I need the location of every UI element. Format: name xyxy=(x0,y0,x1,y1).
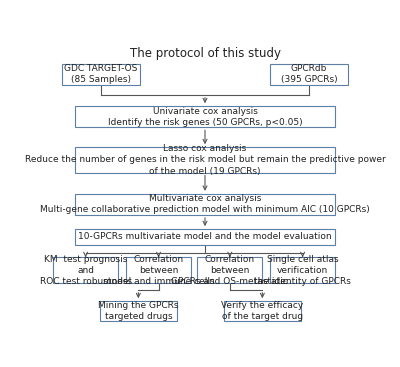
FancyBboxPatch shape xyxy=(75,147,335,172)
FancyBboxPatch shape xyxy=(62,64,140,85)
FancyBboxPatch shape xyxy=(270,257,335,283)
Text: GDC TARGET-OS
(85 Samples): GDC TARGET-OS (85 Samples) xyxy=(64,64,138,84)
FancyBboxPatch shape xyxy=(270,64,348,85)
Text: Correlation
between
GPCRs and OS-metastatic: Correlation between GPCRs and OS-metasta… xyxy=(172,254,288,286)
Text: GPCRdb
(395 GPCRs): GPCRdb (395 GPCRs) xyxy=(280,64,337,84)
Text: Mining the GPCRs
targeted drugs: Mining the GPCRs targeted drugs xyxy=(98,301,179,321)
Text: Multivariate cox analysis
Multi-gene collaborative prediction model with minimum: Multivariate cox analysis Multi-gene col… xyxy=(40,195,370,214)
FancyBboxPatch shape xyxy=(126,257,191,283)
Text: The protocol of this study: The protocol of this study xyxy=(130,47,280,61)
Text: Lasso cox analysis
Reduce the number of genes in the risk model but remain the p: Lasso cox analysis Reduce the number of … xyxy=(25,144,385,175)
Text: Single cell atlas
verification
the identity of GPCRs: Single cell atlas verification the ident… xyxy=(254,254,351,286)
FancyBboxPatch shape xyxy=(75,194,335,215)
FancyBboxPatch shape xyxy=(197,257,262,283)
FancyBboxPatch shape xyxy=(53,257,118,283)
FancyBboxPatch shape xyxy=(75,106,335,127)
Text: Correlation
between
model and immune cells: Correlation between model and immune cel… xyxy=(103,254,214,286)
Text: 10-GPCRs multivariate model and the model evaluation: 10-GPCRs multivariate model and the mode… xyxy=(78,232,332,241)
FancyBboxPatch shape xyxy=(75,229,335,245)
Text: Verify the efficacy
of the target drug: Verify the efficacy of the target drug xyxy=(221,301,304,321)
FancyBboxPatch shape xyxy=(100,301,177,321)
FancyBboxPatch shape xyxy=(224,301,301,321)
Text: KM  test prognosis
and
ROC test robustness: KM test prognosis and ROC test robustnes… xyxy=(40,254,132,286)
Text: Univariate cox analysis
Identify the risk genes (50 GPCRs, p<0.05): Univariate cox analysis Identify the ris… xyxy=(108,107,302,127)
